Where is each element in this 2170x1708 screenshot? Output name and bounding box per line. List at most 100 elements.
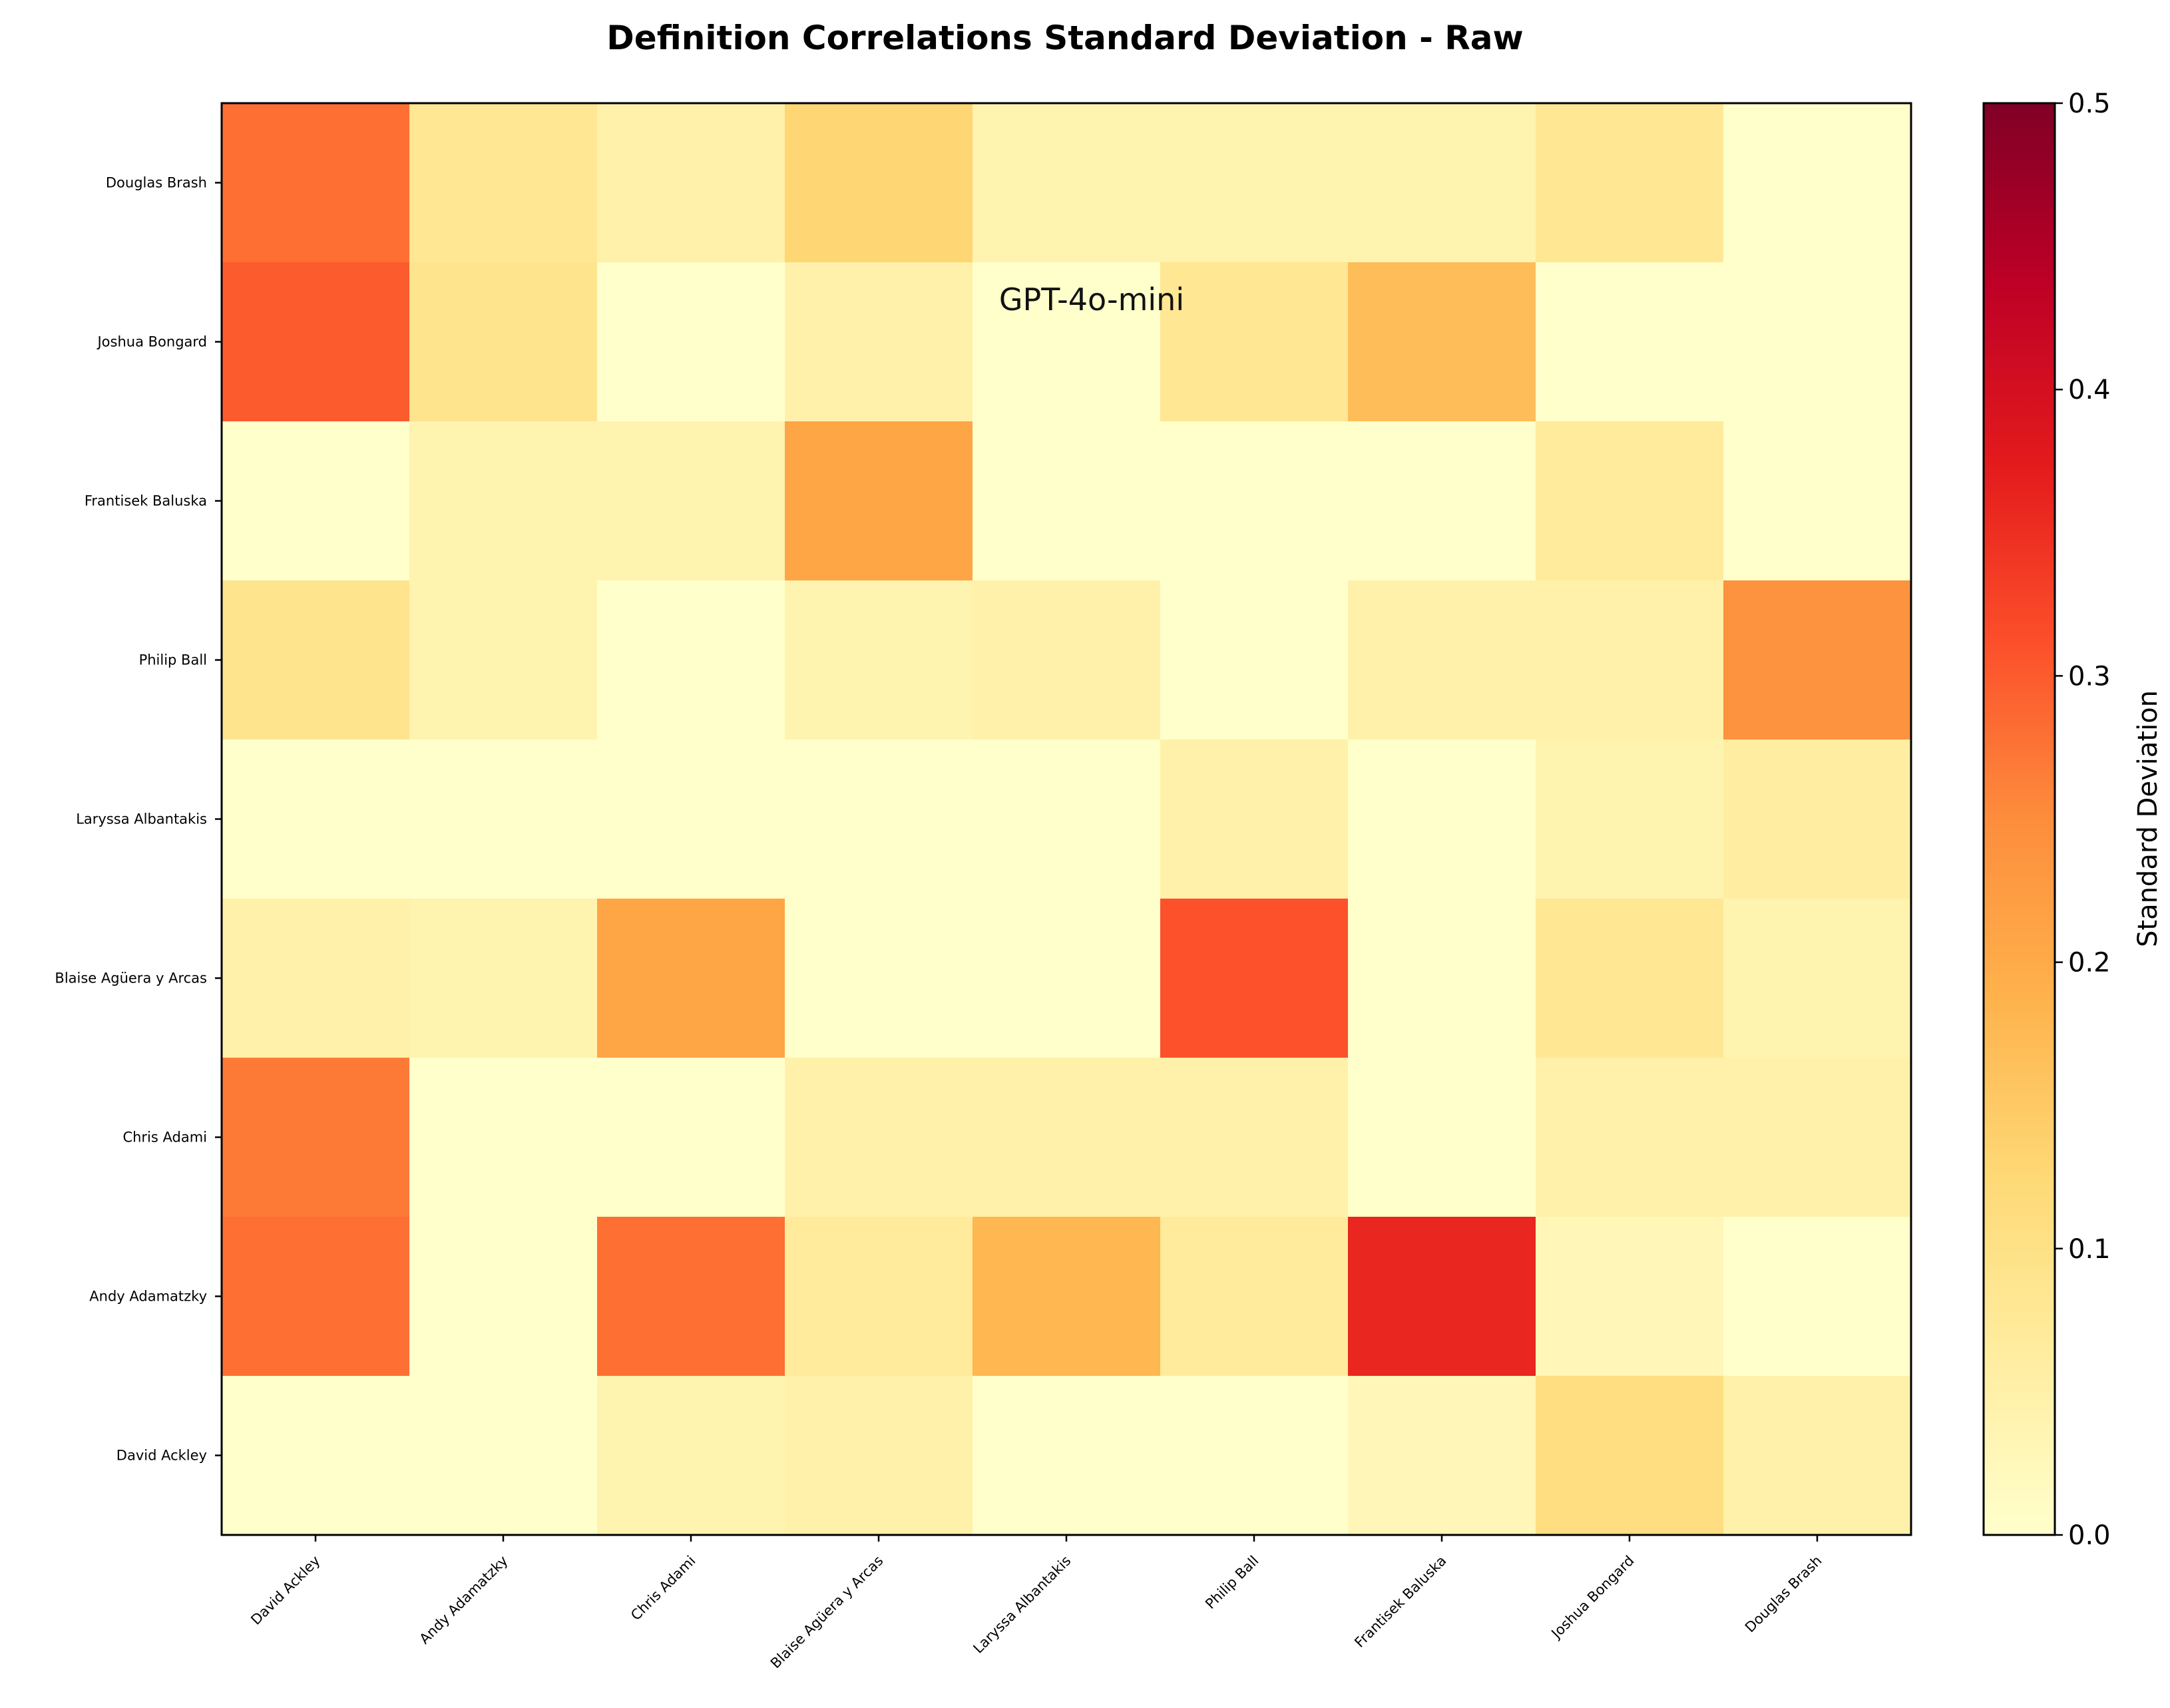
y-tick-label: Chris Adami bbox=[122, 1130, 207, 1146]
heatmap-cell bbox=[1723, 1217, 1912, 1377]
heatmap-cell bbox=[1348, 103, 1536, 263]
heatmap-cell bbox=[1160, 1376, 1349, 1536]
heatmap-cell bbox=[973, 421, 1161, 581]
heatmap-cell bbox=[597, 1217, 785, 1377]
heatmap-cell bbox=[597, 1376, 785, 1536]
heatmap-cell bbox=[1536, 740, 1724, 899]
colorbar-tick-label: 0.1 bbox=[2068, 1234, 2111, 1265]
heatmap-cell bbox=[1160, 580, 1349, 740]
x-axis-ticks: David Ackley Andy Adamatzky Chris Adami Bla… bbox=[248, 1535, 1825, 1671]
heatmap-cell bbox=[973, 580, 1161, 740]
heatmap-cell bbox=[1723, 740, 1912, 899]
colorbar-tick-label: 0.5 bbox=[2068, 89, 2111, 119]
heatmap-cell bbox=[785, 262, 973, 422]
chart-title: Definition Correlations Standard Deviati… bbox=[606, 19, 1523, 57]
heatmap-cell bbox=[1160, 421, 1349, 581]
x-tick-label: Andy Adamatzky bbox=[417, 1553, 511, 1647]
heatmap-cell bbox=[1536, 262, 1724, 422]
heatmap-cell bbox=[409, 580, 598, 740]
colorbar-label: Standard Deviation bbox=[2133, 690, 2163, 947]
heatmap-cell bbox=[597, 262, 785, 422]
x-tick-label: Philip Ball bbox=[1202, 1553, 1261, 1612]
heatmap-cell bbox=[222, 1217, 410, 1377]
heatmap-cell bbox=[973, 899, 1161, 1058]
heatmap-cell bbox=[1160, 1058, 1349, 1217]
heatmap-cell bbox=[1348, 899, 1536, 1058]
colorbar-ticks: 0.0 0.1 0.2 0.3 0.4 0.5 bbox=[2055, 89, 2111, 1551]
y-tick-label: Douglas Brash bbox=[106, 175, 207, 191]
heatmap-cell bbox=[1348, 1217, 1536, 1377]
heatmap-cell bbox=[1536, 421, 1724, 581]
heatmap-cell bbox=[973, 1058, 1161, 1217]
heatmap-cell bbox=[1536, 899, 1724, 1058]
heatmap-cell bbox=[222, 421, 410, 581]
y-tick-label: Andy Adamatzky bbox=[89, 1289, 207, 1305]
heatmap-cell bbox=[1348, 740, 1536, 899]
heatmap-cell bbox=[785, 1217, 973, 1377]
heatmap-cell bbox=[1348, 262, 1536, 422]
heatmap-cell bbox=[597, 103, 785, 263]
heatmap-cell bbox=[1160, 1217, 1349, 1377]
model-annotation: GPT-4o-mini bbox=[999, 282, 1184, 318]
heatmap-cell bbox=[1348, 1058, 1536, 1217]
heatmap-cell bbox=[1723, 1376, 1912, 1536]
heatmap-cell bbox=[409, 262, 598, 422]
heatmap-cell bbox=[1160, 262, 1349, 422]
heatmap-cell bbox=[973, 1376, 1161, 1536]
heatmap-cell bbox=[409, 103, 598, 263]
heatmap-cell bbox=[1348, 421, 1536, 581]
heatmap-cell bbox=[785, 103, 973, 263]
heatmap-cell bbox=[785, 580, 973, 740]
y-tick-label: Laryssa Albantakis bbox=[76, 811, 207, 827]
y-axis-ticks: Douglas Brash Joshua Bongard Frantisek Bal… bbox=[55, 175, 222, 1464]
heatmap-cell bbox=[1723, 580, 1912, 740]
heatmap-cell bbox=[1536, 1376, 1724, 1536]
x-tick-label: Douglas Brash bbox=[1742, 1553, 1825, 1636]
x-tick-label: Frantisek Baluska bbox=[1351, 1553, 1449, 1651]
y-tick-label: Joshua Bongard bbox=[96, 334, 207, 350]
colorbar-tick-label: 0.2 bbox=[2068, 948, 2111, 978]
heatmap-cell bbox=[1348, 1376, 1536, 1536]
heatmap-cell bbox=[222, 899, 410, 1058]
heatmap-cell bbox=[1536, 103, 1724, 263]
heatmap-cells bbox=[222, 103, 1912, 1536]
x-tick-label: David Ackley bbox=[248, 1553, 323, 1628]
heatmap-cell bbox=[1536, 580, 1724, 740]
heatmap-cell bbox=[785, 899, 973, 1058]
colorbar bbox=[1982, 102, 2056, 1536]
heatmap-cell bbox=[785, 1058, 973, 1217]
y-tick-label: David Ackley bbox=[116, 1448, 207, 1464]
heatmap-cell bbox=[1723, 1058, 1912, 1217]
heatmap-cell bbox=[973, 740, 1161, 899]
y-tick-label: Philip Ball bbox=[139, 652, 207, 668]
colorbar-tick-label: 0.3 bbox=[2068, 661, 2111, 692]
heatmap-cell bbox=[409, 1376, 598, 1536]
heatmap-cell bbox=[222, 1058, 410, 1217]
heatmap-cell bbox=[1723, 262, 1912, 422]
heatmap-cell bbox=[409, 899, 598, 1058]
heatmap-cell bbox=[597, 580, 785, 740]
heatmap-cell bbox=[1723, 103, 1912, 263]
heatmap-cell bbox=[409, 1217, 598, 1377]
heatmap-cell bbox=[597, 899, 785, 1058]
heatmap-cell bbox=[1723, 421, 1912, 581]
heatmap-cell bbox=[1160, 740, 1349, 899]
heatmap-cell bbox=[1160, 103, 1349, 263]
x-tick-label: Laryssa Albantakis bbox=[970, 1553, 1074, 1657]
y-tick-label: Frantisek Baluska bbox=[85, 493, 207, 509]
heatmap-cell bbox=[222, 1376, 410, 1536]
colorbar-tick-label: 0.0 bbox=[2068, 1520, 2111, 1551]
y-tick-label: Blaise Agüera y Arcas bbox=[55, 970, 207, 986]
heatmap-cell bbox=[1723, 899, 1912, 1058]
heatmap-cell bbox=[1536, 1058, 1724, 1217]
x-tick-label: Joshua Bongard bbox=[1548, 1553, 1637, 1643]
heatmap-cell bbox=[1160, 899, 1349, 1058]
heatmap-cell bbox=[597, 1058, 785, 1217]
heatmap-cell bbox=[973, 1217, 1161, 1377]
heatmap-cell bbox=[409, 421, 598, 581]
x-tick-label: Chris Adami bbox=[628, 1553, 698, 1623]
heatmap-cell bbox=[785, 1376, 973, 1536]
heatmap-cell bbox=[409, 1058, 598, 1217]
heatmap-cell bbox=[1348, 580, 1536, 740]
